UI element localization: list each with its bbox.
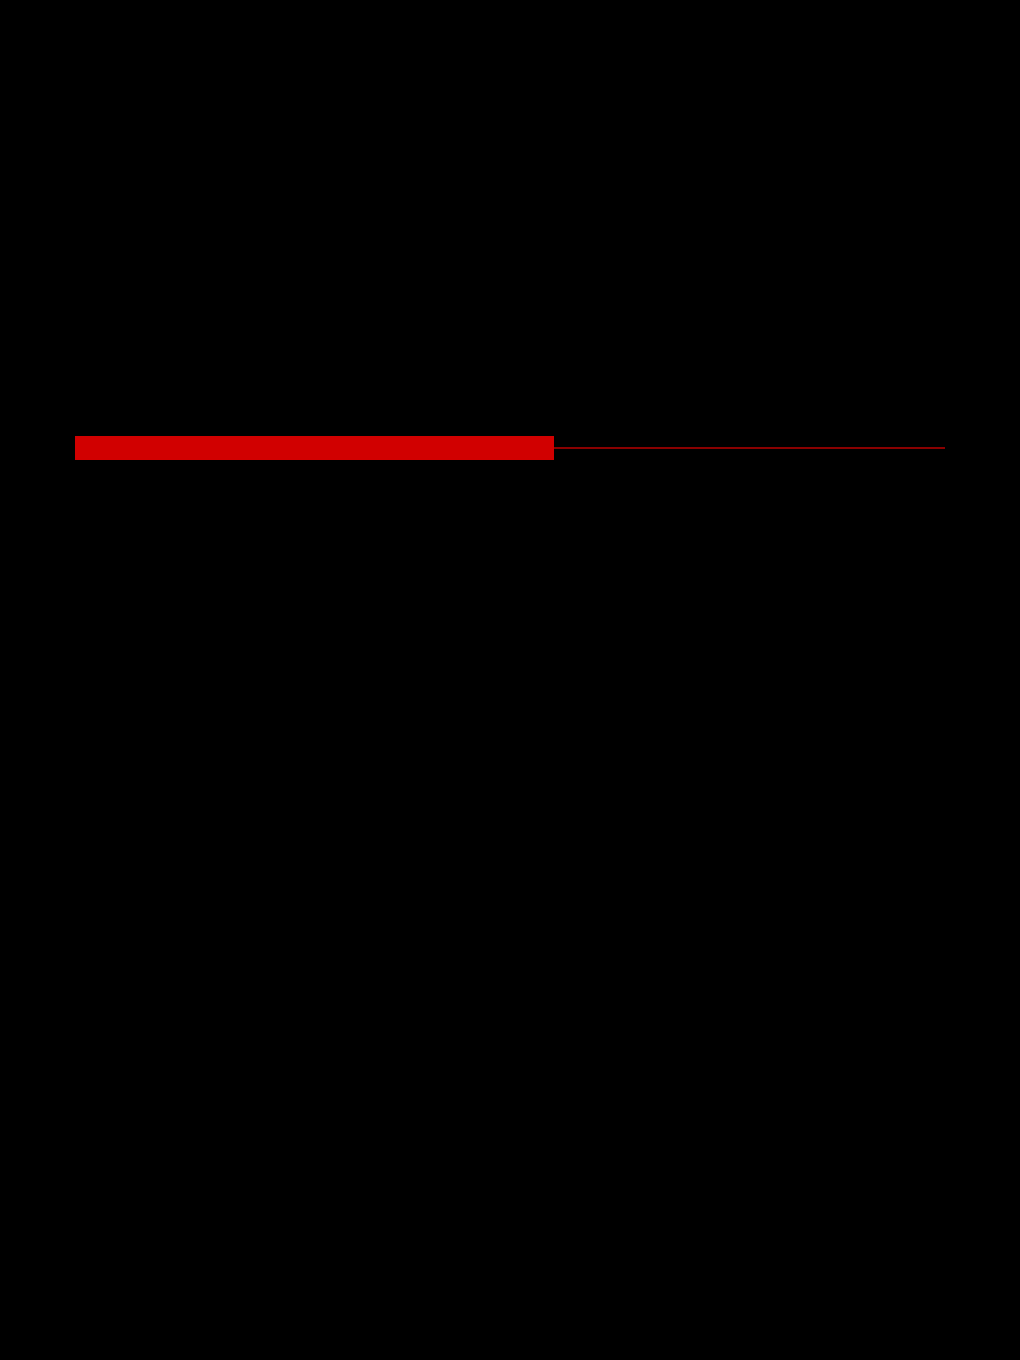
progress-bar[interactable] xyxy=(75,436,945,460)
progress-fill xyxy=(75,436,554,460)
